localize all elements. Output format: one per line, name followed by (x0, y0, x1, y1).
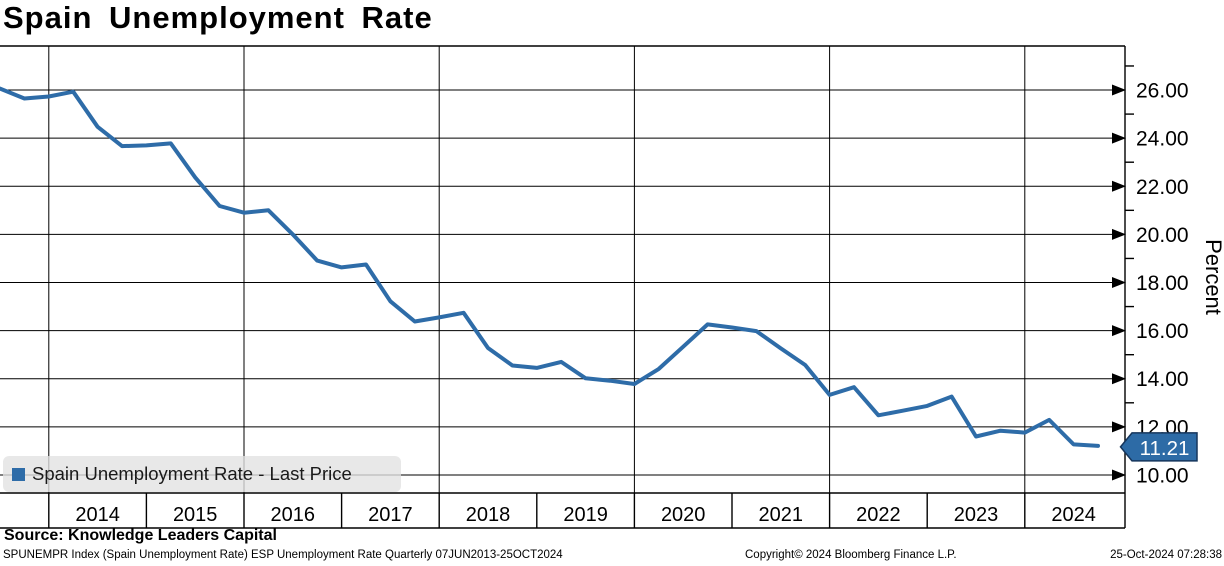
legend-label: Spain Unemployment Rate - Last Price (32, 463, 352, 484)
svg-text:20.00: 20.00 (1136, 224, 1189, 247)
y-tick-arrow-icon (1112, 180, 1126, 192)
y-tick-arrow-icon (1112, 325, 1126, 337)
svg-text:2024: 2024 (1051, 504, 1096, 526)
y-tick-arrow-icon (1112, 373, 1126, 385)
gridlines (0, 46, 1125, 493)
svg-text:2022: 2022 (856, 504, 901, 526)
y-tick-arrow-icon (1112, 84, 1126, 96)
y-tick-arrow-icon (1112, 469, 1126, 481)
svg-text:16.00: 16.00 (1136, 320, 1189, 343)
svg-text:2015: 2015 (173, 504, 218, 526)
svg-text:24.00: 24.00 (1136, 128, 1189, 151)
svg-text:2019: 2019 (563, 504, 608, 526)
unemployment-line (0, 86, 1100, 448)
page-title: Spain Unemployment Rate (3, 0, 433, 35)
svg-text:2016: 2016 (271, 504, 316, 526)
svg-text:10.00: 10.00 (1136, 464, 1189, 487)
svg-text:18.00: 18.00 (1136, 272, 1189, 295)
svg-text:2017: 2017 (368, 504, 413, 526)
svg-text:2018: 2018 (466, 504, 511, 526)
svg-text:22.00: 22.00 (1136, 176, 1189, 199)
footer-ticker-info: SPUNEMPR Index (Spain Unemployment Rate)… (3, 549, 563, 561)
y-axis-title: Percent (1201, 239, 1224, 315)
x-axis-labels: 2014 2015 2016 2017 2018 2019 2020 2021 2022 2023… (75, 504, 1096, 526)
legend[interactable]: Spain Unemployment Rate - Last Price (3, 456, 401, 492)
last-price-value: 11.21 (1140, 437, 1190, 460)
svg-text:2020: 2020 (661, 504, 706, 526)
legend-swatch-icon (12, 467, 25, 481)
svg-text:2023: 2023 (954, 504, 999, 526)
y-axis-labels: 10.0012.0014.0016.0018.0020.0022.0024.00… (1136, 80, 1189, 488)
axes (0, 45, 1134, 529)
y-tick-arrow-icon (1112, 132, 1126, 144)
svg-text:26.00: 26.00 (1136, 80, 1189, 103)
last-price-tag: 11.21 (1119, 432, 1198, 462)
y-tick-arrow-icon (1112, 277, 1126, 289)
footer-copyright: Copyright© 2024 Bloomberg Finance L.P. (745, 549, 957, 561)
svg-text:2021: 2021 (759, 504, 804, 526)
y-tick-arrow-icon (1112, 421, 1126, 433)
footer-datetime: 25-Oct-2024 07:28:38 (1110, 549, 1222, 561)
source-text: Source: Knowledge Leaders Capital (4, 527, 277, 544)
svg-text:2014: 2014 (75, 504, 120, 526)
y-tick-arrow-icon (1112, 228, 1126, 240)
svg-text:14.00: 14.00 (1136, 368, 1189, 391)
